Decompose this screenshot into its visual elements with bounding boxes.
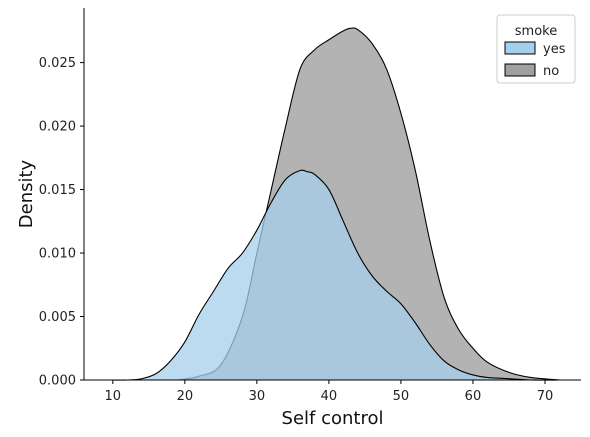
legend-swatch-yes (504, 41, 536, 55)
x-ticks: 10 20 30 40 50 60 70 (105, 380, 554, 404)
axes (83, 8, 581, 381)
y-ticks: 0.000 0.005 0.010 0.015 0.020 0.025 (39, 56, 84, 389)
y-tick-label: 0.020 (39, 120, 76, 135)
density-area-yes (112, 170, 560, 381)
x-tick-label: 20 (177, 389, 194, 404)
legend-label-no: no (543, 64, 559, 79)
legend-title: smoke (515, 24, 557, 39)
legend-label-yes: yes (543, 42, 566, 57)
legend: smoke yes no (496, 14, 576, 84)
x-tick-label: 30 (249, 389, 266, 404)
density-line-yes (112, 169, 560, 381)
x-tick-label: 10 (105, 389, 122, 404)
y-tick-label: 0.015 (39, 183, 76, 198)
x-tick-label: 50 (393, 389, 410, 404)
y-tick-label: 0.025 (39, 56, 76, 71)
y-tick-label: 0.010 (39, 247, 76, 262)
y-axis-title: Density (16, 159, 37, 228)
x-tick-label: 60 (465, 389, 482, 404)
x-tick-label: 40 (321, 389, 338, 404)
density-areas (112, 27, 560, 381)
x-axis-title: Self control (282, 408, 384, 429)
legend-swatch-no (504, 63, 536, 77)
y-tick-label: 0.000 (39, 374, 76, 389)
y-tick-label: 0.005 (39, 310, 76, 325)
x-tick-label: 70 (537, 389, 554, 404)
